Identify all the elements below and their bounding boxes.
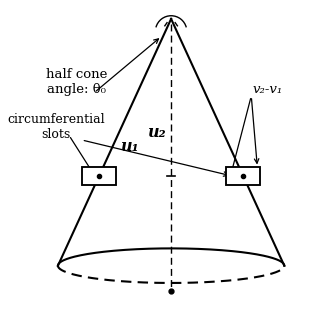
Text: half cone
angle: θ₀: half cone angle: θ₀ bbox=[46, 68, 108, 96]
Text: v₂-v₁: v₂-v₁ bbox=[253, 83, 283, 96]
Bar bbox=[226, 167, 261, 185]
Bar bbox=[82, 167, 116, 185]
Text: u₁: u₁ bbox=[121, 138, 139, 155]
Text: circumferential
slots: circumferential slots bbox=[8, 113, 105, 141]
Text: u₂: u₂ bbox=[148, 124, 166, 141]
